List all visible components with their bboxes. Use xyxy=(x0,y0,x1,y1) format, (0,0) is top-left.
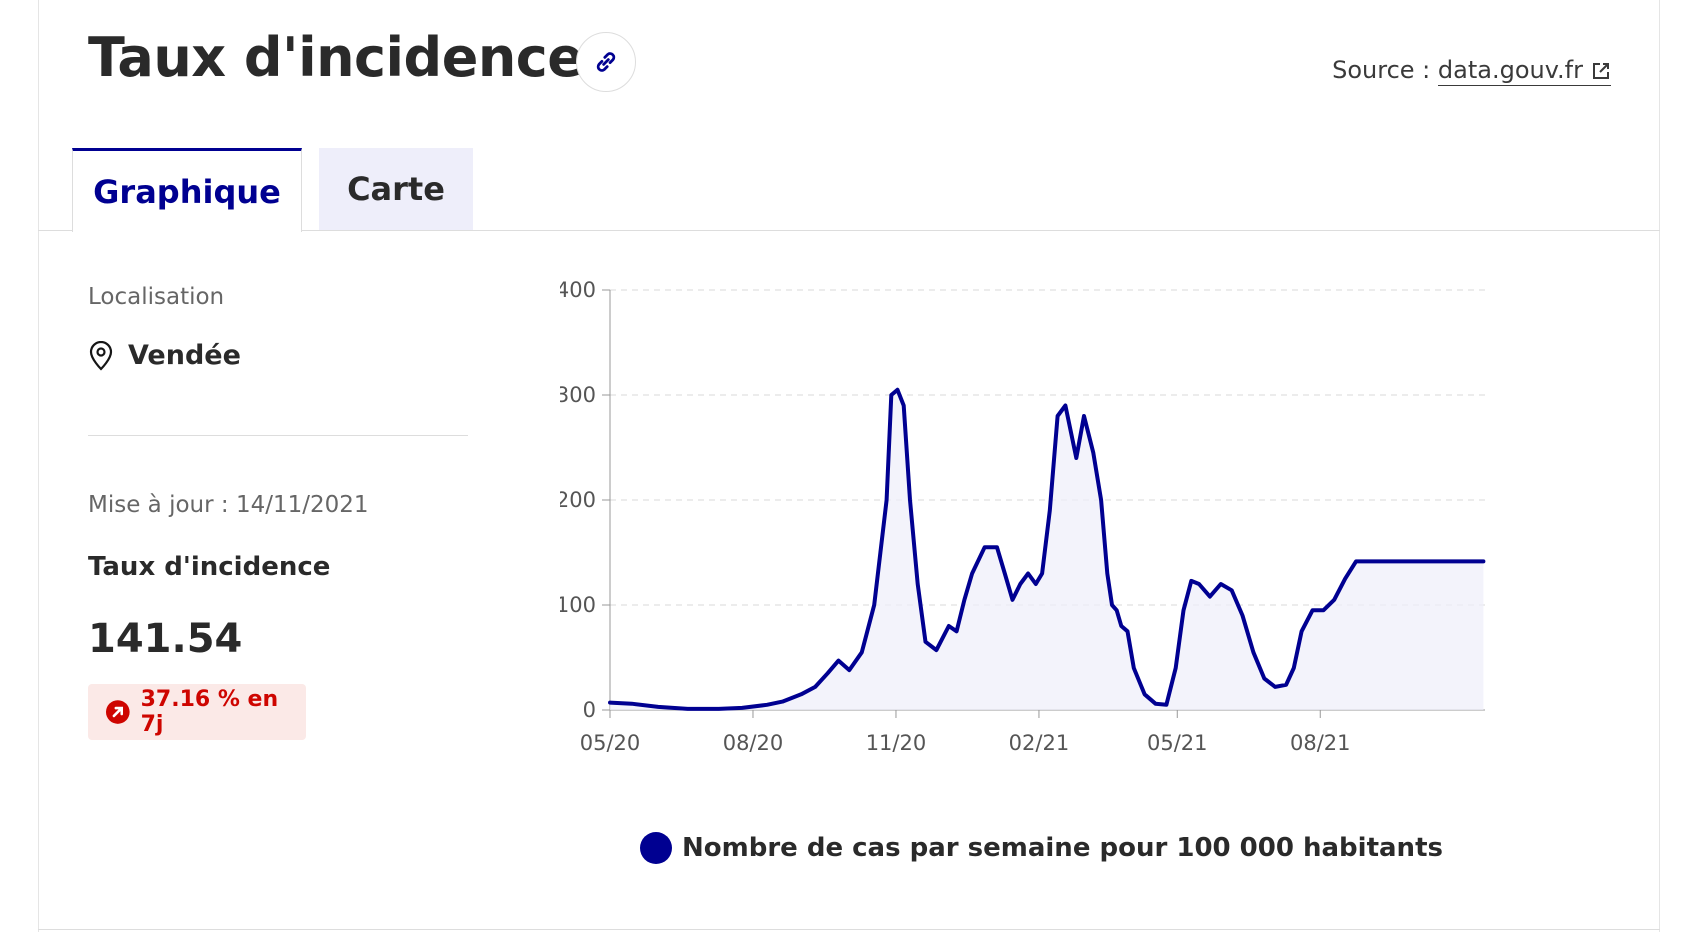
external-link-icon xyxy=(1593,63,1609,79)
indicator-card xyxy=(38,0,1660,932)
source-line: Source : data.gouv.fr xyxy=(1332,56,1611,86)
location-value: Vendée xyxy=(88,340,241,371)
x-tick-label: 05/21 xyxy=(1147,731,1208,755)
map-pin-icon xyxy=(89,340,113,371)
copy-link-button[interactable] xyxy=(576,32,636,92)
x-tick-label: 08/20 xyxy=(723,731,784,755)
x-tick-label: 02/21 xyxy=(1009,731,1070,755)
location-label: Localisation xyxy=(88,284,225,310)
y-tick-label: 300 xyxy=(560,383,596,407)
series-line xyxy=(608,387,1486,711)
x-tick-label: 11/20 xyxy=(866,731,927,755)
y-tick-label: 400 xyxy=(560,278,596,302)
y-tick-label: 100 xyxy=(560,593,596,617)
y-tick-label: 0 xyxy=(583,698,596,722)
incidence-chart: 0 100 200 300 400 05/20 08/20 11/20 02/21 05/21 08… xyxy=(560,278,1486,755)
link-icon xyxy=(596,52,616,72)
page-title: Taux d'incidence xyxy=(88,26,584,89)
y-tick-label: 200 xyxy=(560,488,596,512)
source-link[interactable]: data.gouv.fr xyxy=(1437,56,1611,86)
tab-divider xyxy=(38,230,1660,231)
metric-label: Taux d'incidence xyxy=(88,552,331,582)
x-tick-label: 08/21 xyxy=(1290,731,1351,755)
source-link-text: data.gouv.fr xyxy=(1437,56,1583,84)
x-tick-label: 05/20 xyxy=(580,731,641,755)
trend-text: 37.16 % en 7j xyxy=(140,687,279,737)
chart-legend: Nombre de cas par semaine pour 100 000 h… xyxy=(640,832,1443,864)
source-label: Source : xyxy=(1332,56,1431,84)
legend-marker xyxy=(640,832,672,864)
update-date: Mise à jour : 14/11/2021 xyxy=(88,492,369,518)
metric-value: 141.54 xyxy=(88,616,243,662)
sidebar-divider xyxy=(88,435,468,436)
tab-carte[interactable]: Carte xyxy=(319,148,473,230)
legend-label: Nombre de cas par semaine pour 100 000 h… xyxy=(682,833,1443,863)
tab-graphique[interactable]: Graphique xyxy=(72,148,302,232)
trend-badge: 37.16 % en 7j xyxy=(88,684,306,740)
arrow-up-right-icon xyxy=(105,700,130,724)
location-name: Vendée xyxy=(128,340,241,371)
